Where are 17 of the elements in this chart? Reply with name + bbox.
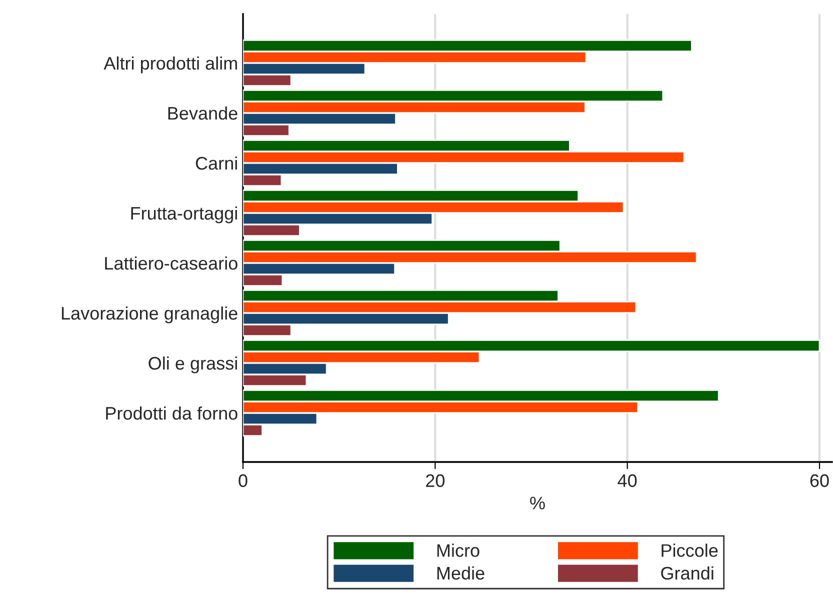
y-tick-label: Altri prodotti alim: [104, 56, 237, 74]
x-tick-label: 0: [238, 474, 248, 488]
legend-label: Grandi: [661, 566, 714, 580]
y-tick-label: Lattiero-caseario: [105, 256, 238, 270]
legend-label: Medie: [437, 566, 484, 580]
y-tick-label: Lavorazione granaglie: [62, 306, 238, 324]
y-tick-label: Bevande: [168, 106, 238, 120]
legend-label: Micro: [437, 544, 480, 557]
x-tick-label: 60: [810, 474, 829, 488]
x-tick-label: 40: [618, 474, 637, 488]
y-tick-label: Prodotti da forno: [106, 406, 238, 420]
x-axis-title: %: [530, 496, 545, 510]
x-tick-label: 20: [426, 474, 445, 488]
legend-label: Piccole: [662, 544, 718, 557]
y-tick-label: Oli e grassi: [148, 356, 237, 374]
y-tick-label: Frutta-ortaggi: [131, 206, 237, 224]
y-tick-label: Carni: [196, 156, 237, 170]
